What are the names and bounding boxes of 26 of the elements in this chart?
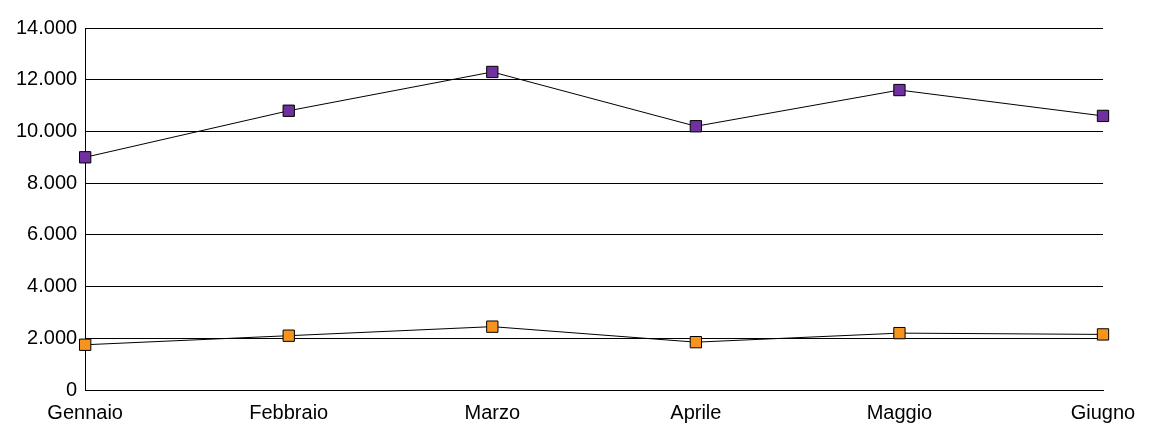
point [79,151,92,164]
x-tick-label: Aprile [670,400,722,423]
point [1096,109,1110,123]
point [893,326,906,340]
x-tick-label: Marzo [464,400,521,423]
y-tick-label: 10.000 [16,118,78,141]
y-tick-label: 14.000 [16,15,78,38]
y-tick-label: 2.000 [27,325,78,348]
point [689,120,703,133]
x-tick-label: Febbraio [249,400,329,423]
point [282,104,295,117]
point [1096,328,1110,341]
point [282,329,295,342]
point [893,83,906,97]
y-tick-label: 0 [66,377,78,400]
x-tick-label: Gennaio [47,400,123,423]
y-tick-label: 6.000 [27,222,78,245]
x-tick-label: Maggio [866,400,933,423]
point [486,65,499,79]
y-tick-label: 8.000 [27,170,78,193]
y-tick-label: 12.000 [16,67,78,90]
point [486,320,499,333]
point [79,338,92,351]
x-tick-label: Giugno [1070,400,1136,423]
y-tick-label: 4.000 [27,274,78,297]
point [689,336,703,349]
